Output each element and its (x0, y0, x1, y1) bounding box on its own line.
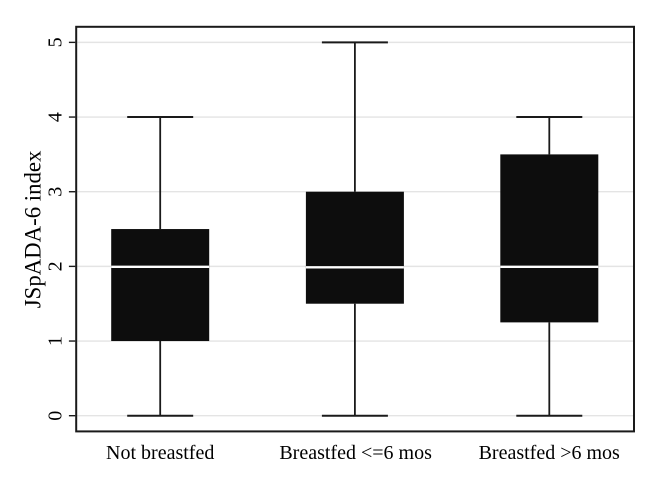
svg-text:Breastfed >6 mos: Breastfed >6 mos (479, 442, 620, 464)
svg-text:Breastfed <=6 mos: Breastfed <=6 mos (279, 442, 432, 464)
svg-text:0: 0 (45, 411, 67, 421)
svg-text:3: 3 (45, 187, 67, 197)
svg-text:Not breastfed: Not breastfed (106, 442, 214, 464)
svg-text:JSpADA-6 index: JSpADA-6 index (20, 150, 45, 308)
svg-text:1: 1 (45, 336, 67, 346)
svg-text:4: 4 (45, 112, 67, 122)
svg-text:5: 5 (45, 37, 67, 47)
svg-text:2: 2 (45, 261, 67, 271)
